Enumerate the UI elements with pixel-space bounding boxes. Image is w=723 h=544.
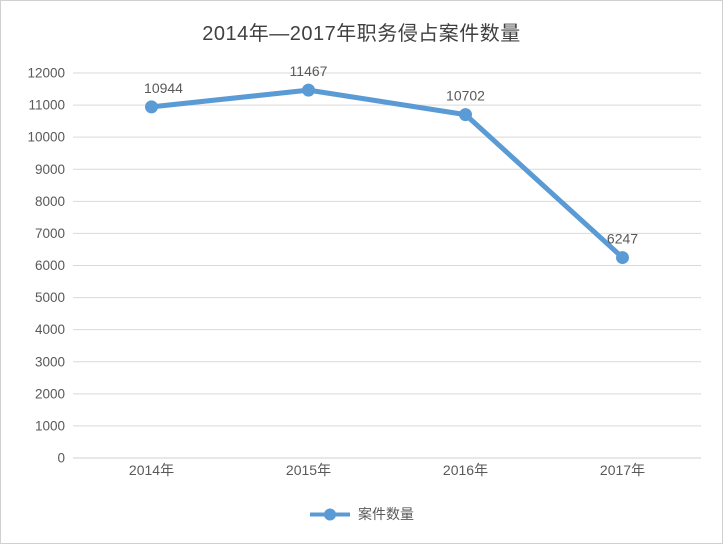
y-tick-label: 11000 [28, 98, 65, 113]
data-point [459, 108, 472, 122]
y-tick-label: 1000 [35, 418, 65, 433]
x-tick-label: 2015年 [286, 462, 331, 478]
legend-label: 案件数量 [358, 506, 414, 522]
y-tick-label: 6000 [35, 258, 65, 273]
data-label: 6247 [607, 231, 638, 247]
y-tick-label: 0 [57, 451, 65, 466]
y-tick-label: 3000 [35, 354, 65, 369]
y-tick-label: 8000 [35, 194, 65, 209]
data-label: 10702 [446, 88, 485, 104]
y-tick-label: 4000 [35, 322, 65, 337]
legend-dot [324, 508, 336, 520]
series-line [149, 87, 625, 261]
y-tick-label: 7000 [35, 226, 65, 241]
y-tick-label: 2000 [35, 386, 65, 401]
y-tick-label: 5000 [35, 290, 65, 305]
data-point [616, 251, 629, 265]
legend-line-marker-icon [309, 508, 351, 521]
data-point [145, 100, 158, 114]
y-tick-label: 12000 [27, 66, 65, 81]
data-label: 11467 [290, 63, 328, 79]
x-tick-label: 2014年 [129, 462, 174, 478]
y-tick-label: 10000 [27, 130, 65, 145]
data-point [302, 83, 315, 97]
legend: 案件数量 [1, 504, 722, 524]
x-tick-label: 2016年 [443, 462, 488, 478]
chart-title: 2014年—2017年职务侵占案件数量 [202, 23, 521, 45]
y-tick-label: 9000 [35, 162, 65, 177]
data-label: 10944 [144, 80, 183, 96]
x-tick-label: 2017年 [600, 462, 645, 478]
